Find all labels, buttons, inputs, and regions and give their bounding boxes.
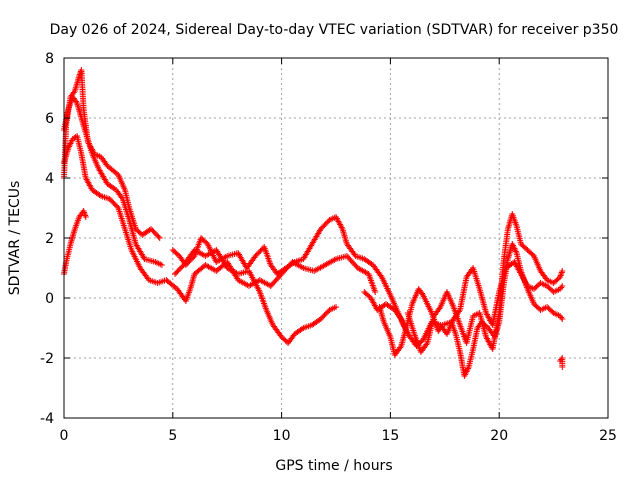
y-axis-label: SDTVAR / TECUs — [7, 181, 23, 296]
x-tick-label: 5 — [168, 428, 177, 444]
y-tick-label: 2 — [45, 231, 54, 247]
x-axis-label: GPS time / hours — [275, 458, 392, 474]
x-tick-label: 15 — [381, 428, 399, 444]
point-markers — [361, 259, 566, 349]
series-track-i — [361, 259, 566, 349]
x-tick-label: 20 — [490, 428, 508, 444]
y-tick-label: 4 — [45, 171, 54, 187]
series-track-e — [169, 214, 413, 340]
y-tick-label: -4 — [40, 411, 54, 427]
y-tick-label: 0 — [45, 291, 54, 307]
grid — [64, 58, 608, 418]
x-tick-label: 25 — [599, 428, 617, 444]
point-markers — [169, 214, 413, 340]
y-tick-label: 8 — [45, 51, 54, 67]
chart-title: Day 026 of 2024, Sidereal Day-to-day VTE… — [50, 22, 619, 38]
series-track-f — [172, 247, 339, 346]
y-tick-label: 6 — [45, 111, 54, 127]
ticks: 0 5 10 15 20 25 -4 -2 0 2 4 6 8 — [40, 51, 617, 444]
series-track-j — [557, 355, 566, 370]
x-tick-label: 10 — [273, 428, 291, 444]
y-tick-label: -2 — [40, 351, 54, 367]
x-tick-label: 0 — [60, 428, 69, 444]
point-markers — [557, 355, 566, 370]
point-markers — [172, 247, 339, 346]
